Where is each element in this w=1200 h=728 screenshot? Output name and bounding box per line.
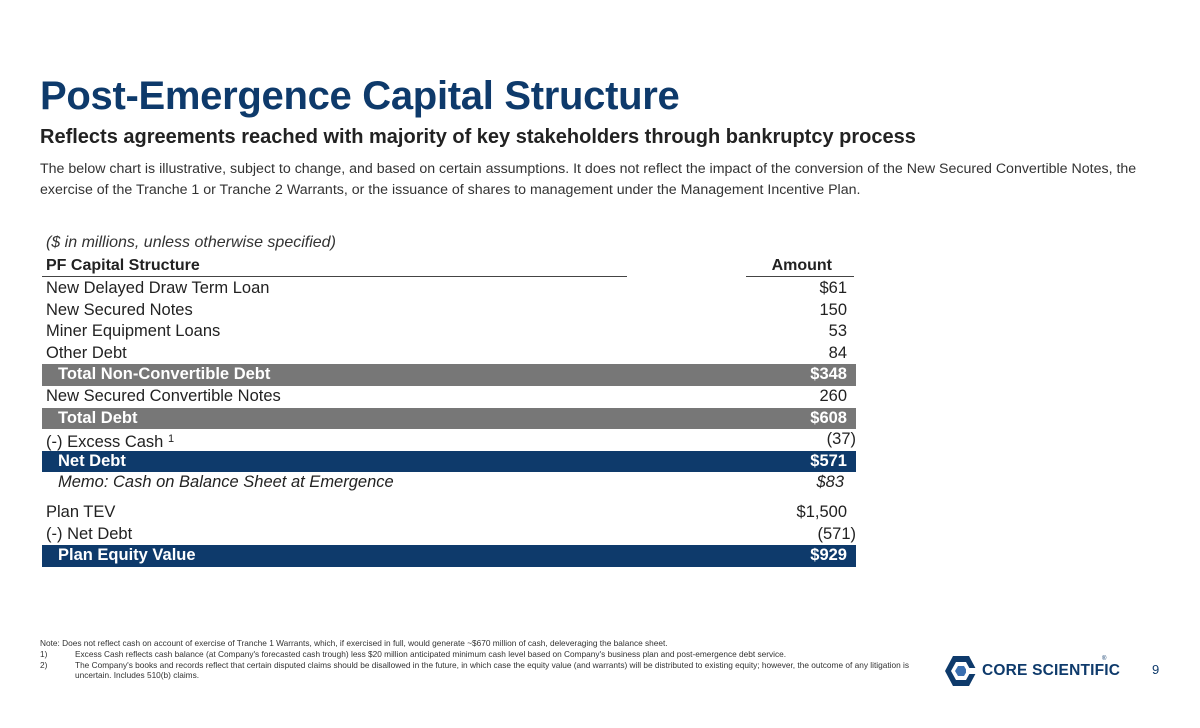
row-amount: 84: [828, 343, 847, 362]
table-row: (-) Net Debt (571): [42, 524, 856, 546]
page-subtitle: Reflects agreements reached with majorit…: [40, 126, 916, 148]
excess-cash-label: (-) Excess Cash: [46, 433, 164, 452]
row-amount: $929: [810, 546, 847, 565]
amount-underline: [746, 276, 854, 277]
row-amount: 53: [828, 322, 847, 341]
plan-equity-value-row: Plan Equity Value $929: [42, 545, 856, 567]
row-label: New Secured Notes: [46, 300, 193, 319]
table-row: New Secured Convertible Notes 260: [42, 386, 856, 408]
page-title: Post-Emergence Capital Structure: [40, 74, 680, 118]
row-amount: 260: [819, 386, 847, 405]
table-row: New Delayed Draw Term Loan $61: [42, 278, 856, 300]
row-label: Memo: Cash on Balance Sheet at Emergence: [58, 473, 394, 492]
page-number: 9: [1152, 662, 1160, 677]
row-amount: 150: [819, 300, 847, 319]
footnotes: Note: Does not reflect cash on account o…: [40, 638, 920, 681]
row-amount: (37): [826, 430, 856, 449]
row-label: (-) Net Debt: [46, 524, 133, 543]
total-row-total-debt: Total Debt $608: [42, 407, 856, 430]
footnote-text: Excess Cash reflects cash balance (at Co…: [75, 648, 787, 659]
footnote-marker: 1: [167, 433, 175, 446]
description-text: The below chart is illustrative, subject…: [40, 161, 1137, 198]
row-label: Plan Equity Value: [58, 546, 196, 565]
row-label: New Delayed Draw Term Loan: [46, 279, 270, 297]
footnote-number: 2): [40, 659, 48, 670]
table-header: PF Capital Structure Amount: [42, 255, 856, 277]
logo-text: CORE SCIENTIFIC: [982, 662, 1121, 679]
row-label: Net Debt: [58, 451, 126, 470]
header-label: PF Capital Structure: [46, 257, 200, 274]
registered-mark: ®: [1102, 656, 1107, 662]
row-label: Plan TEV: [46, 502, 116, 521]
row-amount: $83: [816, 473, 844, 492]
row-amount: (571): [817, 524, 856, 543]
row-amount: $1,500: [796, 502, 847, 521]
footnote-text: The Company's books and records reflect …: [75, 659, 910, 681]
row-amount: $348: [810, 365, 847, 384]
row-label: Other Debt: [46, 343, 127, 362]
row-label: Total Non-Convertible Debt: [58, 365, 271, 384]
net-debt-row: Net Debt $571: [42, 450, 856, 473]
table-row: Other Debt 84: [42, 343, 856, 365]
row-label: Total Debt: [58, 408, 138, 427]
footnote-number: 1): [40, 648, 48, 659]
units-note: ($ in millions, unless otherwise specifi…: [46, 234, 336, 251]
footnote-1: 1) Excess Cash reflects cash balance (at…: [40, 649, 920, 660]
table-row: Plan TEV $1,500: [42, 502, 856, 524]
row-label: Miner Equipment Loans: [46, 322, 221, 341]
hexagon-logo-icon: [945, 656, 978, 686]
row-amount: $61: [819, 279, 847, 297]
row-amount: $608: [810, 408, 847, 427]
table-row: Miner Equipment Loans 53: [42, 321, 856, 343]
row-label: (-) Excess Cash 1: [46, 429, 174, 454]
memo-row: Memo: Cash on Balance Sheet at Emergence…: [42, 472, 856, 494]
capital-structure-table: PF Capital Structure Amount New Delayed …: [42, 255, 856, 567]
company-logo: CORE SCIENTIFIC ®: [944, 655, 1120, 687]
table-row: New Secured Notes 150: [42, 300, 856, 322]
footnote-2: 2) The Company's books and records refle…: [40, 660, 920, 682]
row-amount: $571: [810, 451, 847, 470]
header-underline: [42, 276, 627, 277]
total-row-non-convertible-debt: Total Non-Convertible Debt $348: [42, 364, 856, 386]
table-row: (-) Excess Cash 1 (37): [42, 429, 856, 451]
footnote-general: Note: Does not reflect cash on account o…: [40, 638, 668, 648]
header-amount: Amount: [771, 257, 832, 274]
row-label: New Secured Convertible Notes: [46, 386, 281, 405]
